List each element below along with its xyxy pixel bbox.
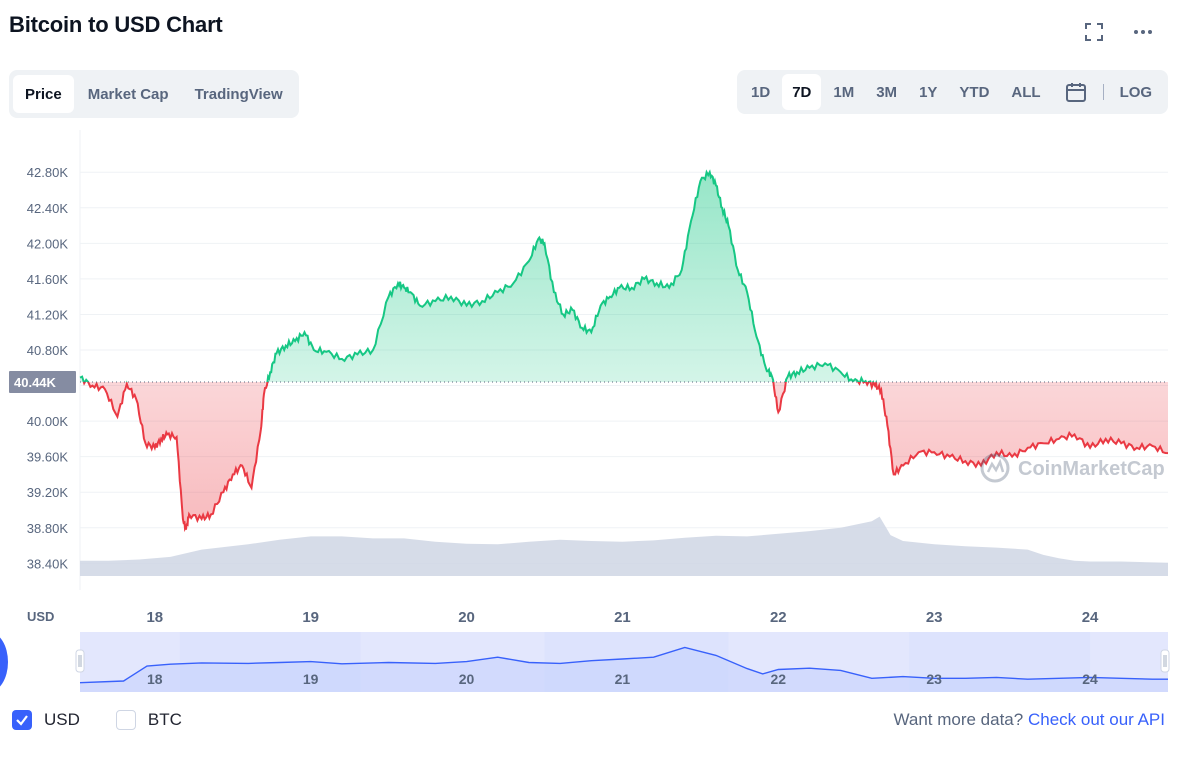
y-tick-label: 41.20K bbox=[27, 307, 69, 322]
page-title: Bitcoin to USD Chart bbox=[9, 12, 223, 37]
view-tabs: Price Market Cap TradingView bbox=[9, 70, 299, 118]
usd-label: USD bbox=[44, 710, 80, 729]
more-data-prompt: Want more data? Check out our API bbox=[893, 710, 1165, 730]
volume-area bbox=[80, 516, 1168, 576]
y-tick-label: 40.80K bbox=[27, 343, 69, 358]
navigator-day-label: 18 bbox=[147, 671, 163, 687]
expand-icon[interactable] bbox=[1082, 20, 1106, 44]
x-tick-label: 21 bbox=[614, 609, 631, 626]
y-tick-label: 39.60K bbox=[27, 450, 69, 465]
x-tick-label: 20 bbox=[458, 609, 475, 626]
x-tick-label: 18 bbox=[146, 609, 163, 626]
reference-price-label: 40.44K bbox=[14, 375, 57, 390]
price-line-up bbox=[79, 169, 880, 382]
navigator-day-label: 22 bbox=[771, 671, 787, 687]
navigator-day-label: 21 bbox=[615, 671, 631, 687]
api-link[interactable]: Check out our API bbox=[1027, 710, 1165, 729]
currency-legend: USD BTC bbox=[12, 710, 206, 730]
currency-label: USD bbox=[27, 609, 54, 624]
btc-label: BTC bbox=[147, 710, 182, 729]
reference-price-tag: 40.44K bbox=[9, 371, 76, 393]
divider bbox=[1102, 84, 1104, 100]
navigator-day-label: 24 bbox=[1082, 671, 1098, 687]
calendar-icon[interactable] bbox=[1057, 74, 1095, 110]
usd-checkbox[interactable] bbox=[12, 710, 32, 730]
tab-market-cap[interactable]: Market Cap bbox=[87, 85, 169, 103]
y-tick-label: 42.00K bbox=[27, 236, 69, 251]
navigator[interactable]: 18 19 20 21 22 23 24 bbox=[75, 632, 1170, 692]
price-area-up bbox=[80, 172, 1168, 382]
range-3m[interactable]: 3M bbox=[876, 83, 898, 101]
x-tick-label: 19 bbox=[302, 609, 319, 626]
y-tick-label: 41.60K bbox=[27, 272, 69, 287]
navigator-right-handle[interactable] bbox=[1160, 649, 1170, 673]
price-area-down bbox=[80, 382, 1168, 530]
price-chart[interactable]: 38.40K38.80K39.20K39.60K40.00K40.40K40.8… bbox=[0, 120, 1191, 700]
side-floating-button[interactable] bbox=[0, 632, 8, 692]
navigator-series-line bbox=[79, 646, 1168, 684]
navigator-series-area bbox=[80, 647, 1168, 692]
y-tick-label: 42.80K bbox=[27, 165, 69, 180]
y-tick-label: 38.80K bbox=[27, 521, 69, 536]
coinmarketcap-watermark: CoinMarketCap bbox=[980, 453, 1165, 483]
watermark-text: CoinMarketCap bbox=[1018, 458, 1165, 480]
x-axis: 18 19 20 21 22 23 24 bbox=[146, 609, 1099, 626]
range-7d[interactable]: 7D bbox=[782, 74, 822, 110]
tab-price[interactable]: Price bbox=[13, 75, 74, 113]
range-1y[interactable]: 1Y bbox=[919, 83, 938, 101]
y-tick-label: 40.00K bbox=[27, 414, 69, 429]
navigator-day-label: 19 bbox=[303, 671, 319, 687]
x-tick-label: 22 bbox=[770, 609, 787, 626]
tab-tradingview[interactable]: TradingView bbox=[194, 85, 283, 103]
x-tick-label: 24 bbox=[1082, 609, 1099, 626]
range-all[interactable]: ALL bbox=[1011, 83, 1041, 101]
range-ytd[interactable]: YTD bbox=[959, 83, 990, 101]
range-1d[interactable]: 1D bbox=[751, 83, 771, 101]
btc-checkbox[interactable] bbox=[115, 710, 136, 730]
price-line-down bbox=[82, 382, 1169, 533]
y-tick-label: 42.40K bbox=[27, 201, 69, 216]
navigator-day-label: 20 bbox=[459, 671, 475, 687]
y-axis: 38.40K38.80K39.20K39.60K40.00K40.40K40.8… bbox=[27, 165, 69, 571]
y-tick-label: 38.40K bbox=[27, 556, 69, 571]
log-scale-toggle[interactable]: LOG bbox=[1119, 83, 1153, 101]
more-icon[interactable] bbox=[1131, 20, 1155, 44]
navigator-left-handle[interactable] bbox=[75, 649, 85, 673]
navigator-day-label: 23 bbox=[926, 671, 942, 687]
range-1m[interactable]: 1M bbox=[833, 83, 855, 101]
y-tick-label: 39.20K bbox=[27, 485, 69, 500]
more-data-text: Want more data? bbox=[893, 710, 1024, 729]
range-tabs: 1D 7D 1M 3M 1Y YTD ALL LOG bbox=[737, 70, 1168, 114]
x-tick-label: 23 bbox=[926, 609, 943, 626]
grid-lines bbox=[79, 130, 1168, 590]
